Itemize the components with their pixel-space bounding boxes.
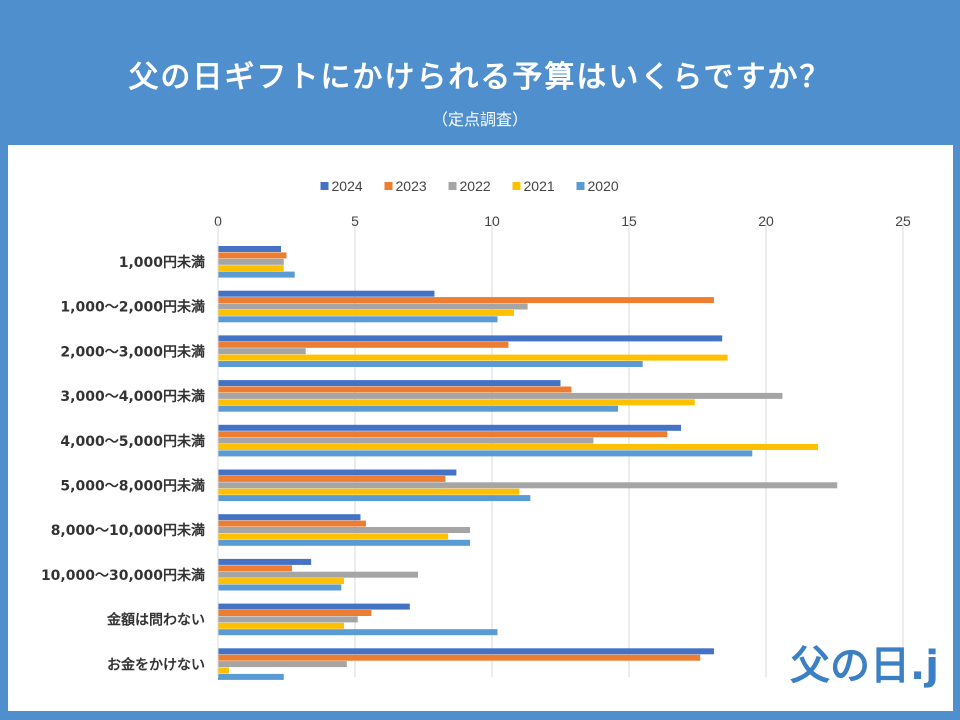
bar-2024-2 bbox=[218, 335, 723, 342]
bar-2022-9 bbox=[218, 661, 347, 668]
bar-2024-5 bbox=[218, 469, 457, 476]
bar-2023-5 bbox=[218, 475, 446, 482]
category-label-5: 5,000～8,000円未満 bbox=[60, 478, 205, 495]
bar-2023-8 bbox=[218, 610, 372, 616]
bar-2020-8 bbox=[218, 629, 498, 636]
legend-label-2024: 2024 bbox=[332, 178, 363, 194]
page-subtitle: （定点調査） bbox=[431, 110, 528, 129]
legend-swatch-2024 bbox=[320, 182, 329, 190]
bar-2023-1 bbox=[218, 297, 714, 304]
bar-2023-7 bbox=[218, 565, 292, 572]
legend-swatch-2023 bbox=[384, 182, 393, 190]
bar-2020-4 bbox=[218, 450, 753, 457]
bar-2020-5 bbox=[218, 495, 531, 502]
bar-2022-0 bbox=[218, 258, 284, 265]
bar-2022-4 bbox=[218, 437, 594, 444]
bar-2021-3 bbox=[218, 399, 695, 406]
bar-2023-3 bbox=[218, 386, 572, 393]
bar-2024-9 bbox=[218, 648, 714, 655]
category-label-1: 1,000～2,000円未満 bbox=[60, 299, 205, 316]
chart-panel: 0510152025202420232022202120201,000円未満1,… bbox=[8, 145, 953, 711]
bar-2021-5 bbox=[218, 488, 520, 495]
site-logo: 父の日.jp bbox=[790, 643, 938, 689]
category-label-6: 8,000～10,000円未満 bbox=[51, 522, 205, 539]
bar-2024-1 bbox=[218, 290, 435, 297]
bar-2023-9 bbox=[218, 654, 701, 661]
page-title: 父の日ギフトにかけられる予算はいくらですか？ bbox=[128, 60, 832, 95]
bar-2022-6 bbox=[218, 527, 471, 533]
category-label-7: 10,000～30,000円未満 bbox=[41, 567, 205, 584]
bar-2023-0 bbox=[218, 252, 287, 259]
bar-2021-9 bbox=[218, 667, 229, 674]
bar-2024-7 bbox=[218, 558, 312, 565]
bar-2021-6 bbox=[218, 533, 449, 540]
bar-2024-0 bbox=[218, 246, 282, 252]
category-label-3: 3,000～4,000円未満 bbox=[60, 388, 205, 405]
x-tick-label-5: 25 bbox=[895, 213, 911, 229]
legend-label-2023: 2023 bbox=[396, 178, 427, 194]
bar-2020-7 bbox=[218, 584, 342, 591]
category-label-0: 1,000円未満 bbox=[119, 254, 205, 271]
bar-2021-2 bbox=[218, 354, 728, 361]
bar-2024-8 bbox=[218, 603, 410, 610]
legend-swatch-2020 bbox=[576, 182, 585, 190]
category-label-2: 2,000～3,000円未満 bbox=[60, 343, 205, 360]
legend-swatch-2022 bbox=[448, 182, 457, 190]
bar-2020-1 bbox=[218, 316, 498, 323]
bar-2020-6 bbox=[218, 539, 471, 546]
bar-2020-3 bbox=[218, 405, 619, 412]
legend-label-2020: 2020 bbox=[588, 178, 619, 194]
bar-2021-7 bbox=[218, 578, 345, 585]
bar-2024-4 bbox=[218, 424, 682, 431]
legend-label-2021: 2021 bbox=[524, 178, 555, 194]
bar-2020-2 bbox=[218, 361, 643, 367]
bar-chart: 0510152025202420232022202120201,000円未満1,… bbox=[41, 178, 911, 680]
bar-2022-7 bbox=[218, 571, 419, 578]
bar-2021-1 bbox=[218, 309, 514, 316]
bar-2020-9 bbox=[218, 673, 284, 680]
bar-2024-3 bbox=[218, 380, 561, 387]
legend-label-2022: 2022 bbox=[460, 178, 491, 194]
bar-2021-0 bbox=[218, 265, 284, 272]
bar-2023-2 bbox=[218, 341, 509, 348]
bar-2022-8 bbox=[218, 616, 358, 623]
x-tick-label-4: 20 bbox=[758, 213, 774, 229]
category-label-8: 金額は問わない bbox=[106, 612, 205, 629]
bar-2024-6 bbox=[218, 514, 361, 521]
bar-2021-4 bbox=[218, 444, 819, 450]
bar-2023-6 bbox=[218, 520, 366, 527]
bar-2023-4 bbox=[218, 431, 668, 438]
bar-2022-2 bbox=[218, 348, 306, 355]
x-tick-label-1: 5 bbox=[351, 213, 359, 229]
bar-2022-5 bbox=[218, 482, 838, 489]
category-label-4: 4,000～5,000円未満 bbox=[60, 433, 205, 450]
category-label-9: お金をかけない bbox=[107, 656, 205, 673]
legend-swatch-2021 bbox=[512, 182, 521, 190]
bar-2020-0 bbox=[218, 271, 295, 278]
bar-2022-1 bbox=[218, 303, 528, 310]
x-tick-label-3: 15 bbox=[621, 213, 637, 229]
bar-2021-8 bbox=[218, 622, 345, 629]
logo-text: 父の日.jp bbox=[790, 643, 938, 689]
bar-2022-3 bbox=[218, 392, 783, 399]
x-tick-label-2: 10 bbox=[484, 213, 500, 229]
